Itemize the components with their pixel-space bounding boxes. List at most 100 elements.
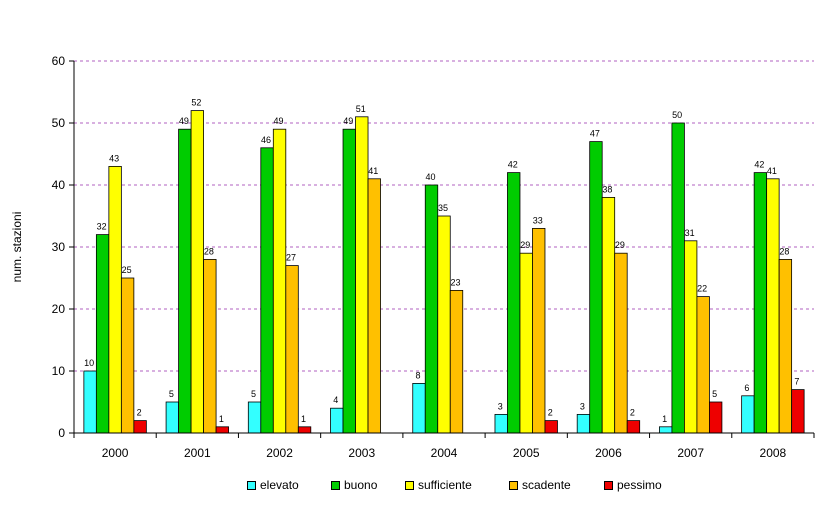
data-label: 5 xyxy=(169,389,174,399)
data-label: 5 xyxy=(251,389,256,399)
legend-swatch xyxy=(331,480,340,490)
bar-buono-2001 xyxy=(178,128,192,434)
data-label: 22 xyxy=(697,284,707,294)
axes xyxy=(69,60,815,438)
bar-elevato-2006 xyxy=(576,413,591,434)
bar-buono-2003 xyxy=(342,128,356,434)
y-tick-label: 40 xyxy=(52,178,66,192)
x-tick-label: 2007 xyxy=(677,446,704,460)
data-label: 6 xyxy=(744,383,749,393)
data-label: 41 xyxy=(767,166,777,176)
x-tick-label: 2003 xyxy=(348,446,375,460)
data-label: 2 xyxy=(548,408,553,418)
bar-sufficiente-2003 xyxy=(355,116,369,434)
bar-sufficiente-2004 xyxy=(437,215,451,434)
data-label: 49 xyxy=(274,116,284,126)
bar-scadente-2005 xyxy=(532,227,546,434)
y-tick-label: 30 xyxy=(52,240,66,254)
legend-item-sufficiente: sufficiente xyxy=(405,478,472,492)
data-label: 2 xyxy=(630,408,635,418)
legend-label: sufficiente xyxy=(418,478,472,492)
bar-buono-2005 xyxy=(507,172,521,434)
bar-sufficiente-2007 xyxy=(684,240,698,434)
y-tick-label: 20 xyxy=(52,302,66,316)
y-tick-label: 50 xyxy=(52,116,66,130)
x-tick-label: 2004 xyxy=(431,446,458,460)
bar-elevato-2001 xyxy=(165,401,179,434)
legend-item-elevato: elevato xyxy=(247,478,299,492)
data-label: 46 xyxy=(261,135,271,145)
y-axis-label: num. stazioni xyxy=(10,212,24,283)
bar-sufficiente-2001 xyxy=(190,110,204,434)
data-label: 42 xyxy=(508,160,518,170)
data-label: 40 xyxy=(425,172,435,182)
data-label: 33 xyxy=(533,215,543,225)
data-label: 4 xyxy=(333,395,338,405)
bar-elevato-2002 xyxy=(247,401,262,434)
bar-pessimo-2007 xyxy=(709,401,723,434)
bar-sufficiente-2008 xyxy=(766,178,780,434)
data-label: 29 xyxy=(615,240,625,250)
bar-scadente-2000 xyxy=(120,277,135,434)
bar-buono-2008 xyxy=(753,172,768,434)
data-label: 27 xyxy=(286,253,296,263)
bars xyxy=(83,110,805,434)
legend: elevato buono sufficiente scadente pessimo xyxy=(0,478,835,496)
bar-pessimo-2005 xyxy=(544,420,558,434)
bar-sufficiente-2006 xyxy=(601,196,616,434)
legend-label: elevato xyxy=(260,478,299,492)
x-tick-label: 2008 xyxy=(760,446,787,460)
bar-sufficiente-2000 xyxy=(108,165,122,434)
legend-item-scadente: scadente xyxy=(509,478,571,492)
bar-scadente-2008 xyxy=(778,258,793,434)
bar-buono-2007 xyxy=(671,122,685,434)
bar-scadente-2001 xyxy=(203,258,217,434)
y-tick-label: 60 xyxy=(52,54,66,68)
data-label: 2 xyxy=(137,408,142,418)
data-label: 42 xyxy=(754,160,764,170)
legend-label: buono xyxy=(344,478,378,492)
data-label: 31 xyxy=(685,228,695,238)
bar-buono-2004 xyxy=(424,184,439,434)
data-label: 3 xyxy=(498,401,503,411)
data-labels: 1032432525495228154649271449514184035233… xyxy=(84,98,799,424)
bar-pessimo-2000 xyxy=(133,420,147,434)
data-label: 1 xyxy=(219,414,224,424)
legend-label: scadente xyxy=(522,478,571,492)
bar-buono-2002 xyxy=(260,147,274,434)
bar-sufficiente-2005 xyxy=(519,252,533,434)
bar-sufficiente-2002 xyxy=(272,128,287,434)
data-label: 5 xyxy=(712,389,717,399)
data-label: 29 xyxy=(520,240,530,250)
data-label: 7 xyxy=(794,377,799,387)
data-label: 10 xyxy=(84,358,94,368)
bar-elevato-2000 xyxy=(83,370,97,434)
data-label: 51 xyxy=(356,104,366,114)
x-tick-label: 2005 xyxy=(513,446,540,460)
data-label: 25 xyxy=(122,265,132,275)
bar-pessimo-2006 xyxy=(626,420,641,434)
data-label: 8 xyxy=(415,370,420,380)
data-label: 47 xyxy=(590,129,600,139)
data-label: 38 xyxy=(602,184,612,194)
bar-pessimo-2002 xyxy=(297,426,312,434)
data-label: 49 xyxy=(179,116,189,126)
bar-elevato-2003 xyxy=(330,407,344,434)
bar-pessimo-2001 xyxy=(215,426,229,434)
data-label: 23 xyxy=(450,277,460,287)
bar-scadente-2003 xyxy=(367,178,381,434)
data-label: 28 xyxy=(779,246,789,256)
bar-pessimo-2008 xyxy=(791,389,805,434)
legend-item-buono: buono xyxy=(331,478,377,492)
data-label: 50 xyxy=(672,110,682,120)
y-tick-label: 10 xyxy=(52,364,66,378)
bar-buono-2006 xyxy=(589,141,603,434)
legend-swatch xyxy=(247,480,256,490)
x-tick-label: 2001 xyxy=(184,446,211,460)
data-label: 3 xyxy=(580,401,585,411)
data-label: 28 xyxy=(204,246,214,256)
bar-elevato-2008 xyxy=(741,395,755,434)
bar-scadente-2002 xyxy=(285,265,299,434)
bar-elevato-2007 xyxy=(659,426,673,434)
